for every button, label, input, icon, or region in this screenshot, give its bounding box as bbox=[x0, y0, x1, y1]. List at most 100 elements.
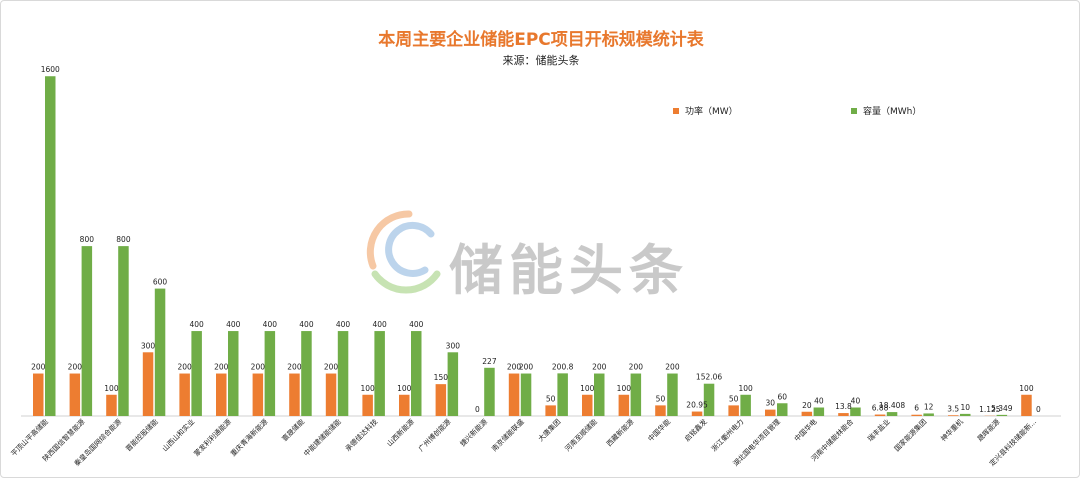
x-tick-label: 寰晟储能 bbox=[280, 417, 306, 443]
data-label-capacity: 5.349 bbox=[991, 404, 1013, 413]
bar-power bbox=[33, 373, 44, 416]
data-label-power: 100 bbox=[1019, 384, 1034, 393]
bar-power bbox=[545, 405, 556, 416]
bar-capacity bbox=[740, 394, 751, 416]
bar-power bbox=[948, 415, 959, 416]
data-label-power: 200 bbox=[324, 363, 339, 372]
data-label-power: 100 bbox=[104, 384, 119, 393]
bar-capacity bbox=[923, 413, 934, 416]
bar-power bbox=[1021, 394, 1032, 416]
data-label-power: 100 bbox=[360, 384, 375, 393]
bar-capacity bbox=[630, 373, 642, 416]
x-tick-label: 山西新能源 bbox=[385, 417, 416, 448]
x-tick-label: 神华重机 bbox=[939, 417, 965, 443]
bar-capacity bbox=[960, 413, 971, 416]
data-label-power: 6 bbox=[914, 404, 919, 413]
x-tick-label: 南京储能联盛 bbox=[490, 417, 526, 453]
bar-capacity bbox=[886, 412, 898, 416]
data-label-power: 100 bbox=[580, 384, 595, 393]
bar-power bbox=[765, 409, 776, 416]
data-label-capacity: 18.408 bbox=[879, 401, 905, 410]
bar-power bbox=[691, 411, 703, 416]
legend-label-capacity: 容量（MWh） bbox=[863, 107, 922, 117]
x-tick-label: 广州博创能源 bbox=[416, 417, 452, 453]
data-label-capacity: 60 bbox=[777, 392, 787, 401]
bar-capacity bbox=[667, 373, 678, 416]
data-label-capacity: 400 bbox=[263, 320, 278, 329]
x-tick-label: 承德佳达科技 bbox=[343, 417, 379, 453]
x-tick-label: 晋能控股储能 bbox=[124, 417, 160, 453]
data-label-power: 100 bbox=[397, 384, 412, 393]
bar-capacity bbox=[118, 246, 129, 416]
bar-power bbox=[106, 394, 117, 416]
data-label-power: 0 bbox=[475, 405, 480, 414]
x-tick-label: 浙江衢州电力 bbox=[709, 417, 745, 453]
x-tick-label: 中能建储能储能 bbox=[302, 417, 343, 458]
bar-capacity bbox=[850, 407, 861, 416]
data-label-power: 200 bbox=[287, 363, 302, 372]
data-label-power: 20 bbox=[802, 401, 812, 410]
bar-power bbox=[874, 414, 886, 416]
data-label-capacity: 600 bbox=[153, 278, 168, 287]
bar-capacity bbox=[374, 331, 385, 416]
data-label-power: 30 bbox=[765, 399, 775, 408]
data-label-capacity: 12 bbox=[924, 402, 934, 411]
data-label-capacity: 200.8 bbox=[552, 362, 574, 371]
bar-capacity bbox=[81, 246, 93, 416]
data-label-capacity: 400 bbox=[409, 320, 424, 329]
bar-power bbox=[911, 414, 922, 416]
data-label-capacity: 800 bbox=[116, 235, 131, 244]
x-tick-label: 蒙发利利通能源 bbox=[192, 417, 233, 458]
bar-capacity bbox=[228, 331, 239, 416]
bar-capacity bbox=[996, 414, 1008, 416]
data-label-power: 200 bbox=[31, 363, 46, 372]
data-label-capacity: 200 bbox=[592, 363, 607, 372]
bar-capacity bbox=[45, 76, 56, 416]
x-tick-label: 捷兴新能源 bbox=[458, 417, 489, 448]
bar-capacity bbox=[301, 331, 312, 416]
bar-power bbox=[142, 352, 154, 416]
chart-subtitle: 来源：储能头条 bbox=[502, 54, 580, 67]
data-label-capacity: 40 bbox=[851, 397, 861, 406]
bar-capacity bbox=[484, 367, 495, 416]
data-label-capacity: 10 bbox=[960, 403, 970, 412]
bar-capacity bbox=[813, 407, 825, 416]
bar-power bbox=[838, 413, 849, 416]
bar-power bbox=[801, 411, 813, 416]
bar-power bbox=[69, 373, 81, 416]
data-label-power: 50 bbox=[729, 394, 739, 403]
legend-label-power: 功率（MW） bbox=[685, 107, 738, 117]
data-label-power: 6.88 bbox=[872, 404, 889, 413]
data-label-power: 200 bbox=[507, 363, 522, 372]
x-tick-label: 平顶山平高储能 bbox=[9, 417, 50, 458]
data-label-capacity: 40 bbox=[814, 397, 824, 406]
bar-power bbox=[508, 373, 520, 416]
data-label-capacity: 200 bbox=[665, 363, 680, 372]
bar-capacity bbox=[520, 373, 532, 416]
data-label-capacity: 200 bbox=[519, 363, 534, 372]
bar-capacity bbox=[191, 331, 202, 416]
x-tick-label: 瑞丰盐业 bbox=[866, 417, 892, 443]
data-label-power: 300 bbox=[141, 341, 156, 350]
data-label-power: 200 bbox=[214, 363, 229, 372]
data-label-power: 20.95 bbox=[686, 401, 708, 410]
data-label-power: 50 bbox=[656, 394, 666, 403]
data-label-power: 50 bbox=[546, 394, 556, 403]
x-tick-label: 重庆青海新能源 bbox=[229, 417, 270, 458]
bar-power bbox=[582, 394, 593, 416]
chart-title: 本周主要企业储能EPC项目开标规模统计表 bbox=[378, 30, 704, 50]
bar-capacity bbox=[594, 373, 605, 416]
bar-capacity bbox=[703, 383, 715, 416]
data-label-power: 200 bbox=[251, 363, 266, 372]
data-label-power: 100 bbox=[617, 384, 632, 393]
legend-swatch-capacity bbox=[851, 107, 857, 114]
data-label-capacity: 0 bbox=[1036, 405, 1041, 414]
x-tick-label: 中国华电 bbox=[792, 417, 818, 443]
bar-capacity bbox=[264, 331, 276, 416]
legend-swatch-power bbox=[673, 107, 679, 114]
data-label-capacity: 400 bbox=[372, 320, 387, 329]
bar-power bbox=[618, 394, 630, 416]
x-tick-label: 山西山和实业 bbox=[160, 417, 196, 453]
